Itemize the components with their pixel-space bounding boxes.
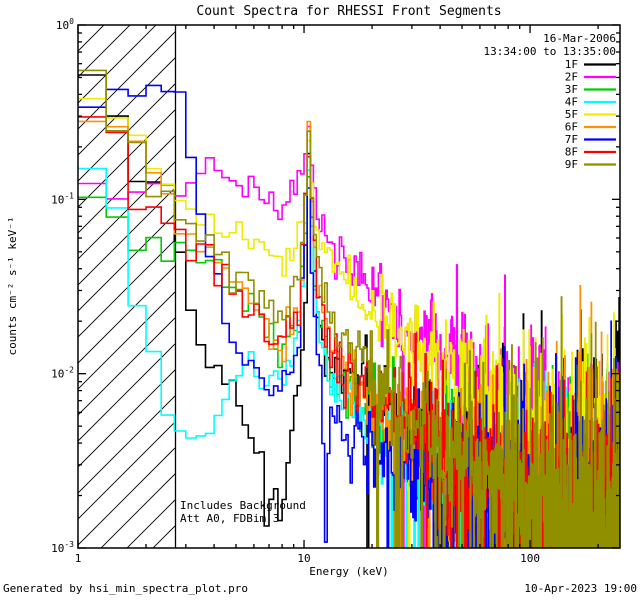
excluded-region-hatch xyxy=(78,25,176,548)
note-attenuator-state: Att A0, FDBim 3 xyxy=(180,512,279,525)
y-tick-label: 10-3 xyxy=(51,540,74,555)
footer-render-datetime: 10-Apr-2023 19:00 xyxy=(524,582,637,595)
hatch-line xyxy=(78,213,176,312)
hatch-line xyxy=(126,499,176,548)
legend-label-9F: 9F xyxy=(565,158,578,171)
x-tick-label: 10 xyxy=(297,552,310,565)
hatch-line xyxy=(78,25,131,78)
plot-frame xyxy=(77,24,621,549)
hatch-line xyxy=(78,135,176,234)
legend-label-7F: 7F xyxy=(565,133,578,146)
axis-ticks xyxy=(77,24,620,549)
y-tick-label: 100 xyxy=(56,17,74,32)
series-lines xyxy=(78,69,620,548)
legend-label-2F: 2F xyxy=(565,71,578,84)
hatch-line xyxy=(100,473,176,548)
hatch-line xyxy=(78,187,176,286)
hatch-line xyxy=(78,317,176,416)
hatch-line xyxy=(78,265,176,364)
legend-label-8F: 8F xyxy=(565,146,578,159)
note-includes-background: Includes Background xyxy=(180,499,306,512)
plot-layers xyxy=(77,24,621,549)
hatch-line xyxy=(78,369,176,468)
hatch-line xyxy=(78,109,176,208)
chart-title: Count Spectra for RHESSI Front Segments xyxy=(196,4,501,19)
hatch-line xyxy=(78,25,105,52)
hatch-line xyxy=(78,25,157,104)
hatch-line xyxy=(78,57,176,156)
legend-label-4F: 4F xyxy=(565,96,578,109)
hatch-line xyxy=(78,343,176,442)
hatch-line xyxy=(78,395,176,494)
hatch-line xyxy=(152,525,176,548)
legend-label-1F: 1F xyxy=(565,58,578,71)
legend-label-3F: 3F xyxy=(565,83,578,96)
legend-label-6F: 6F xyxy=(565,121,578,134)
y-tick-label: 10-1 xyxy=(51,191,74,206)
observation-date: 16-Mar-2006 xyxy=(543,32,616,45)
hatch-line xyxy=(78,31,176,130)
hatch-line xyxy=(78,447,176,546)
y-axis-label: counts cm⁻² s⁻¹ keV⁻¹ xyxy=(6,216,19,355)
footer-generator-note: Generated by hsi_min_spectra_plot.pro xyxy=(3,582,248,595)
x-axis-label: Energy (keV) xyxy=(309,565,388,578)
series-9F-line xyxy=(78,69,620,548)
observation-time-range: 13:34:00 to 13:35:00 xyxy=(484,45,616,58)
hatch-line xyxy=(78,291,176,390)
y-tick-label: 10-2 xyxy=(51,366,74,381)
x-tick-label: 100 xyxy=(520,552,540,565)
hatch-line xyxy=(78,25,79,26)
hatch-line xyxy=(78,421,176,520)
legend-label-5F: 5F xyxy=(565,108,578,121)
hatch-line xyxy=(78,161,176,260)
x-tick-label: 1 xyxy=(75,552,82,565)
hatch-line xyxy=(78,239,176,338)
